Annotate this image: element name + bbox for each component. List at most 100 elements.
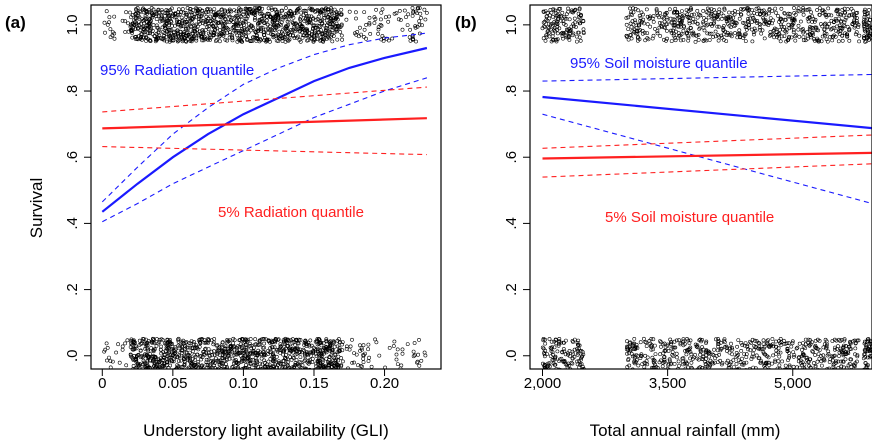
observation-point bbox=[785, 349, 790, 354]
observation-point bbox=[265, 37, 269, 42]
observation-point bbox=[257, 338, 262, 343]
observation-point bbox=[704, 38, 709, 43]
observation-point bbox=[132, 353, 137, 358]
observation-point bbox=[182, 359, 187, 364]
observation-point bbox=[833, 347, 837, 352]
observation-point bbox=[728, 31, 733, 36]
observation-point bbox=[693, 342, 698, 347]
observation-point bbox=[387, 345, 392, 350]
observation-point bbox=[630, 367, 635, 369]
observation-point bbox=[636, 8, 640, 13]
observation-point bbox=[657, 15, 661, 20]
observation-point bbox=[210, 359, 215, 364]
observation-point bbox=[180, 350, 185, 355]
observation-point bbox=[541, 346, 546, 351]
observation-point bbox=[135, 36, 139, 41]
observation-point bbox=[234, 347, 239, 352]
observation-point bbox=[757, 371, 760, 374]
observation-point bbox=[717, 371, 720, 374]
observation-point bbox=[811, 350, 816, 354]
observation-point bbox=[240, 26, 244, 31]
observation-point bbox=[301, 347, 306, 352]
observation-point bbox=[319, 363, 324, 368]
observation-point bbox=[288, 367, 292, 369]
observation-point bbox=[734, 361, 739, 366]
observation-point bbox=[284, 24, 288, 29]
ci-line-1 bbox=[542, 73, 872, 82]
observation-point bbox=[774, 344, 779, 349]
observation-point bbox=[249, 24, 254, 29]
observation-point bbox=[773, 6, 778, 11]
observation-point bbox=[691, 20, 695, 25]
observation-point bbox=[754, 6, 759, 11]
observation-point bbox=[867, 7, 871, 12]
observation-point bbox=[239, 38, 244, 43]
observation-point bbox=[782, 25, 786, 29]
observation-point bbox=[330, 39, 335, 44]
observation-point bbox=[123, 341, 128, 346]
observation-point bbox=[252, 17, 257, 22]
observation-point bbox=[317, 338, 322, 343]
observation-point bbox=[555, 12, 560, 17]
observation-point bbox=[849, 6, 854, 11]
observation-point bbox=[135, 15, 140, 20]
observation-point bbox=[302, 8, 307, 13]
observation-point bbox=[164, 29, 169, 34]
observation-point bbox=[757, 356, 762, 361]
observation-point bbox=[836, 39, 841, 44]
observation-point bbox=[636, 363, 641, 368]
observation-point bbox=[758, 22, 763, 27]
observation-point bbox=[392, 11, 397, 16]
observation-point bbox=[771, 29, 776, 33]
observation-point bbox=[333, 352, 338, 357]
observation-point bbox=[628, 21, 633, 26]
observation-point bbox=[245, 12, 250, 17]
observation-point bbox=[677, 338, 681, 343]
observation-point bbox=[335, 344, 340, 349]
observation-point bbox=[270, 354, 275, 359]
observation-point bbox=[742, 370, 745, 373]
observation-point bbox=[721, 27, 726, 32]
observation-point bbox=[702, 28, 707, 33]
observation-point bbox=[802, 366, 807, 369]
observation-point bbox=[571, 22, 576, 27]
observation-point bbox=[184, 26, 189, 31]
observation-point bbox=[163, 24, 168, 29]
observation-point bbox=[707, 38, 712, 42]
observation-point bbox=[572, 347, 577, 352]
observation-point bbox=[386, 38, 391, 43]
observation-point bbox=[208, 38, 213, 42]
observation-point bbox=[359, 345, 364, 350]
observation-point bbox=[645, 31, 650, 35]
observation-point bbox=[170, 24, 174, 28]
observation-point bbox=[865, 12, 869, 17]
observation-point bbox=[220, 15, 225, 20]
observation-point bbox=[339, 356, 344, 360]
observation-point bbox=[323, 33, 328, 37]
observation-point bbox=[197, 14, 201, 19]
observation-point bbox=[666, 349, 671, 353]
observation-point bbox=[362, 10, 367, 15]
observation-point bbox=[270, 367, 275, 369]
observation-point bbox=[175, 30, 180, 35]
observation-point bbox=[838, 19, 843, 24]
observation-point bbox=[651, 357, 656, 362]
observation-point bbox=[635, 31, 640, 36]
observation-point bbox=[732, 24, 737, 29]
observation-point bbox=[354, 16, 358, 21]
observation-point bbox=[156, 366, 161, 369]
observation-point bbox=[268, 24, 273, 29]
observation-point bbox=[235, 344, 240, 349]
observation-point bbox=[240, 346, 244, 351]
observation-point bbox=[250, 9, 255, 14]
observation-point bbox=[326, 369, 329, 372]
observation-point bbox=[748, 348, 753, 353]
observation-point bbox=[359, 371, 362, 374]
observation-point bbox=[196, 8, 201, 13]
observation-point bbox=[277, 29, 282, 34]
observation-point bbox=[642, 21, 646, 26]
observation-point bbox=[398, 370, 401, 373]
observation-point bbox=[760, 347, 765, 351]
observation-point bbox=[827, 360, 832, 364]
observation-point bbox=[328, 16, 333, 21]
